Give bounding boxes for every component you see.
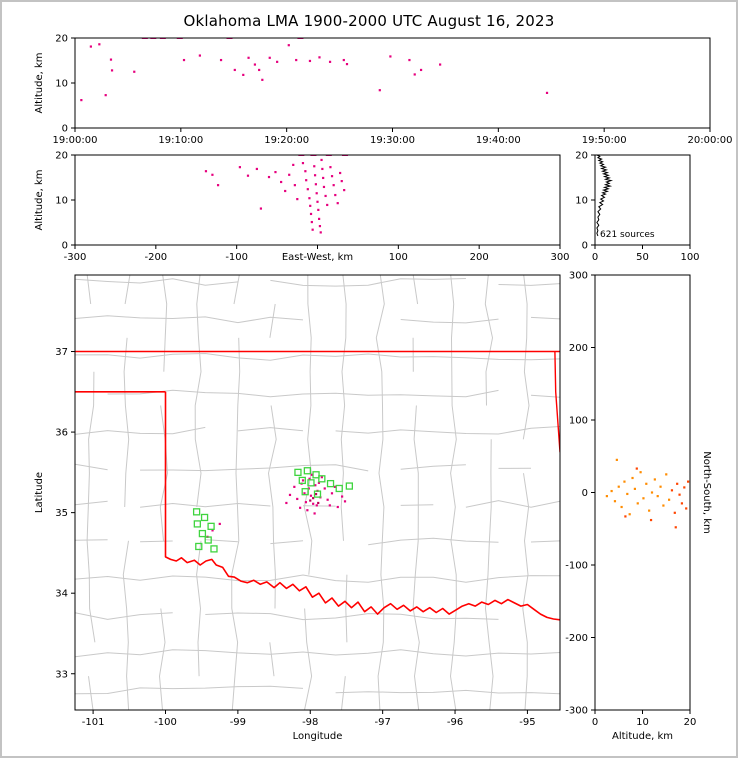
svg-text:-200: -200	[565, 633, 588, 644]
svg-text:10: 10	[636, 717, 649, 728]
svg-text:-96: -96	[447, 717, 463, 728]
ns-altitude-vhf-sources-red	[624, 467, 690, 529]
svg-text:-200: -200	[144, 252, 167, 263]
oklahoma-west-border-and-red-river	[164, 391, 560, 621]
svg-text:0: 0	[62, 124, 68, 135]
svg-text:33: 33	[55, 669, 68, 680]
svg-text:19:10:00: 19:10:00	[158, 135, 203, 146]
x-tick-labels: -101 -100 -99 -98 -97 -96 -95	[82, 710, 536, 728]
axes-frame	[594, 274, 691, 711]
svg-text:100: 100	[569, 416, 588, 427]
svg-text:100: 100	[389, 252, 408, 263]
y-axis-label: Latitude	[34, 472, 45, 513]
plan-map-lma-stations	[192, 467, 354, 553]
svg-text:20: 20	[55, 34, 68, 45]
axes-frame	[74, 154, 561, 246]
panel-plan-map: -101 -100 -99 -98 -97 -96 -95 Longitude 33 34 35 36…	[34, 274, 561, 742]
svg-text:50: 50	[636, 252, 649, 263]
svg-text:300: 300	[550, 252, 569, 263]
svg-text:0: 0	[62, 241, 68, 252]
x-tick-labels: 0 10 20	[592, 710, 697, 728]
x-axis-label: East-West, km	[282, 252, 353, 263]
x-tick-labels: 19:00:00 19:10:00 19:20:00 19:30:00 19:40:00…	[53, 128, 733, 146]
panel-altitude-histogram: 0 50 100 0 10 20 621 sources	[575, 151, 699, 264]
svg-text:0: 0	[592, 252, 598, 263]
svg-text:-300: -300	[565, 706, 588, 717]
y-axis-label-right: North-South, km	[701, 451, 712, 534]
y-tick-labels: 33 34 35 36 37	[55, 347, 75, 680]
y-axis-label: Altitude, km	[34, 53, 45, 114]
svg-text:19:00:00: 19:00:00	[53, 135, 98, 146]
altitude-source-profile	[596, 155, 614, 237]
y-axis-label: Altitude, km	[34, 170, 45, 231]
svg-text:300: 300	[569, 271, 588, 282]
svg-text:20:00:00: 20:00:00	[688, 135, 733, 146]
svg-text:19:40:00: 19:40:00	[476, 135, 521, 146]
axes-frame	[74, 37, 711, 129]
svg-text:200: 200	[569, 343, 588, 354]
panel-time-altitude: 19:00:00 19:10:00 19:20:00 19:30:00 19:40:00…	[34, 34, 732, 147]
svg-text:-100: -100	[565, 561, 588, 572]
svg-text:-98: -98	[302, 717, 318, 728]
axes-frame	[74, 274, 561, 711]
panel-ns-altitude: 0 10 20 Altitude, km 300 200 100 0 -100 -200 -300 N…	[565, 271, 712, 743]
svg-text:37: 37	[55, 347, 68, 358]
svg-text:10: 10	[55, 79, 68, 90]
y-tick-labels: 0 10 20	[55, 34, 75, 135]
x-tick-labels: 0 50 100	[592, 245, 700, 263]
oklahoma-east-border	[554, 351, 560, 453]
svg-text:100: 100	[680, 252, 699, 263]
y-tick-labels: 0 10 20	[575, 151, 595, 252]
panel-ew-altitude: -300 -200 -100 100 200 300 East-West, km 0 10 20 A…	[34, 151, 570, 264]
ew-altitude-vhf-sources	[204, 155, 348, 234]
svg-text:19:20:00: 19:20:00	[264, 135, 309, 146]
svg-text:0: 0	[582, 241, 588, 252]
x-axis-label: Altitude, km	[612, 731, 673, 742]
plan-map-vhf-sources-dark	[309, 493, 320, 505]
svg-text:200: 200	[470, 252, 489, 263]
svg-text:35: 35	[55, 508, 68, 519]
svg-text:20: 20	[575, 151, 588, 162]
svg-text:-101: -101	[82, 717, 105, 728]
x-axis-label: Longitude	[293, 731, 343, 742]
y-tick-labels: 0 10 20	[55, 151, 75, 252]
svg-text:20: 20	[684, 717, 697, 728]
county-boundaries	[75, 275, 560, 710]
svg-text:0: 0	[582, 488, 588, 499]
y-tick-labels: 300 200 100 0 -100 -200 -300	[565, 271, 595, 717]
chart-title: Oklahoma LMA 1900-2000 UTC August 16, 20…	[183, 12, 555, 30]
svg-text:-100: -100	[154, 717, 177, 728]
svg-text:20: 20	[55, 151, 68, 162]
svg-text:-100: -100	[225, 252, 248, 263]
svg-text:-97: -97	[374, 717, 390, 728]
svg-text:34: 34	[55, 589, 68, 600]
sources-count-annotation: 621 sources	[600, 230, 655, 240]
svg-text:-300: -300	[64, 252, 87, 263]
ns-altitude-vhf-sources-orange	[605, 458, 671, 516]
svg-text:-99: -99	[230, 717, 246, 728]
svg-text:36: 36	[55, 428, 68, 439]
svg-text:0: 0	[592, 717, 598, 728]
svg-text:19:30:00: 19:30:00	[370, 135, 415, 146]
time-altitude-vhf-sources	[80, 38, 549, 102]
svg-text:19:50:00: 19:50:00	[582, 135, 627, 146]
svg-text:-95: -95	[519, 717, 535, 728]
svg-text:10: 10	[55, 196, 68, 207]
svg-text:10: 10	[575, 196, 588, 207]
x-tick-labels: -300 -200 -100 100 200 300 East-West, km	[64, 245, 570, 263]
